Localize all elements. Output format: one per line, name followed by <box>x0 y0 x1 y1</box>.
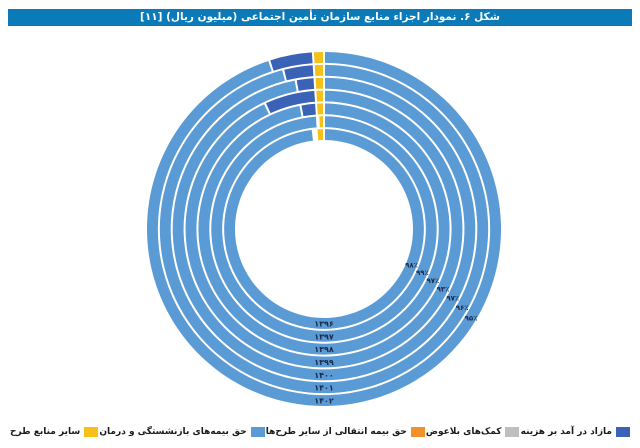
legend-item-transfer: حق بیمه انتقالی از سایر طرح‌ها <box>266 427 425 437</box>
ring-segment <box>224 129 424 329</box>
ring-segment <box>319 116 324 128</box>
ring-segment <box>317 129 324 141</box>
ring-segment <box>211 116 437 342</box>
ring-segment <box>296 78 315 91</box>
ring-year-label: ۱۳۹۶ <box>314 319 334 328</box>
legend-item-other: سایر منابع طرح <box>10 427 99 437</box>
legend-swatch-premiums <box>250 427 265 437</box>
ring-segment <box>317 103 324 115</box>
ring-percent-label: ۹۷٪ <box>426 277 439 285</box>
legend-swatch-other <box>84 427 99 437</box>
legend-item-grants: کمک‌های بلاعوض <box>426 427 520 437</box>
ring-percent-label: ۹۹٪ <box>416 269 429 277</box>
ring-percent-label: ۹۵٪ <box>465 314 478 322</box>
chart-rings <box>147 52 502 407</box>
ring-year-label: ۱۴۰۰ <box>314 371 334 380</box>
legend-label-grants: کمک‌های بلاعوض <box>425 427 502 437</box>
ring-segment <box>314 64 324 76</box>
ring-year-label: ۱۴۰۱ <box>314 384 334 393</box>
ring-segment <box>284 65 314 81</box>
ring-year-label: ۱۳۹۷ <box>314 332 334 341</box>
chart-labels: ۱۳۹۶ ۹۸٪ ۱۳۹۷ ۹۹٪ ۱۳۹۸ ۹۷٪ ۱۳۹۹ ۹۳٪ ۱۴۰۰ ۹۷٪ ۱۴۰۱ ۹… <box>314 261 477 405</box>
ring-year-label: ۱۴۰۲ <box>314 397 334 406</box>
ring-segment <box>315 77 324 89</box>
legend-label-other: سایر منابع طرح <box>10 427 81 437</box>
chart-legend: مازاد در آمد بر هزینه کمک‌های بلاعوض حق … <box>10 424 630 440</box>
legend-label-surplus: مازاد در آمد بر هزینه <box>520 427 612 437</box>
ring-year-label: ۱۳۹۸ <box>314 345 334 354</box>
ring-segment <box>270 52 313 71</box>
ring-segment <box>313 52 324 64</box>
legend-swatch-surplus <box>616 427 630 437</box>
legend-label-premiums: حق بیمه‌های بازنشستگی و درمان <box>99 427 247 437</box>
ring-segment <box>266 90 316 114</box>
legend-item-premiums: حق بیمه‌های بازنشستگی و درمان <box>99 427 265 437</box>
chart-title: شکل ۶. نمودار اجزاء منابع سازمان تأمین ا… <box>8 9 632 26</box>
ring-segment <box>198 103 450 355</box>
legend-item-surplus: مازاد در آمد بر هزینه <box>521 427 630 437</box>
ring-percent-label: ۹۷٪ <box>446 294 459 302</box>
legend-swatch-grants <box>505 427 520 437</box>
ring-year-label: ۱۳۹۹ <box>314 358 334 367</box>
ring-segment <box>316 90 324 102</box>
ring-percent-label: ۹۶٪ <box>456 304 469 312</box>
legend-swatch-transfer <box>410 427 425 437</box>
legend-label-transfer: حق بیمه انتقالی از سایر طرح‌ها <box>265 427 407 437</box>
ring-percent-label: ۹۸٪ <box>405 261 418 269</box>
ring-segment <box>301 103 316 117</box>
ring-percent-label: ۹۳٪ <box>437 285 450 293</box>
